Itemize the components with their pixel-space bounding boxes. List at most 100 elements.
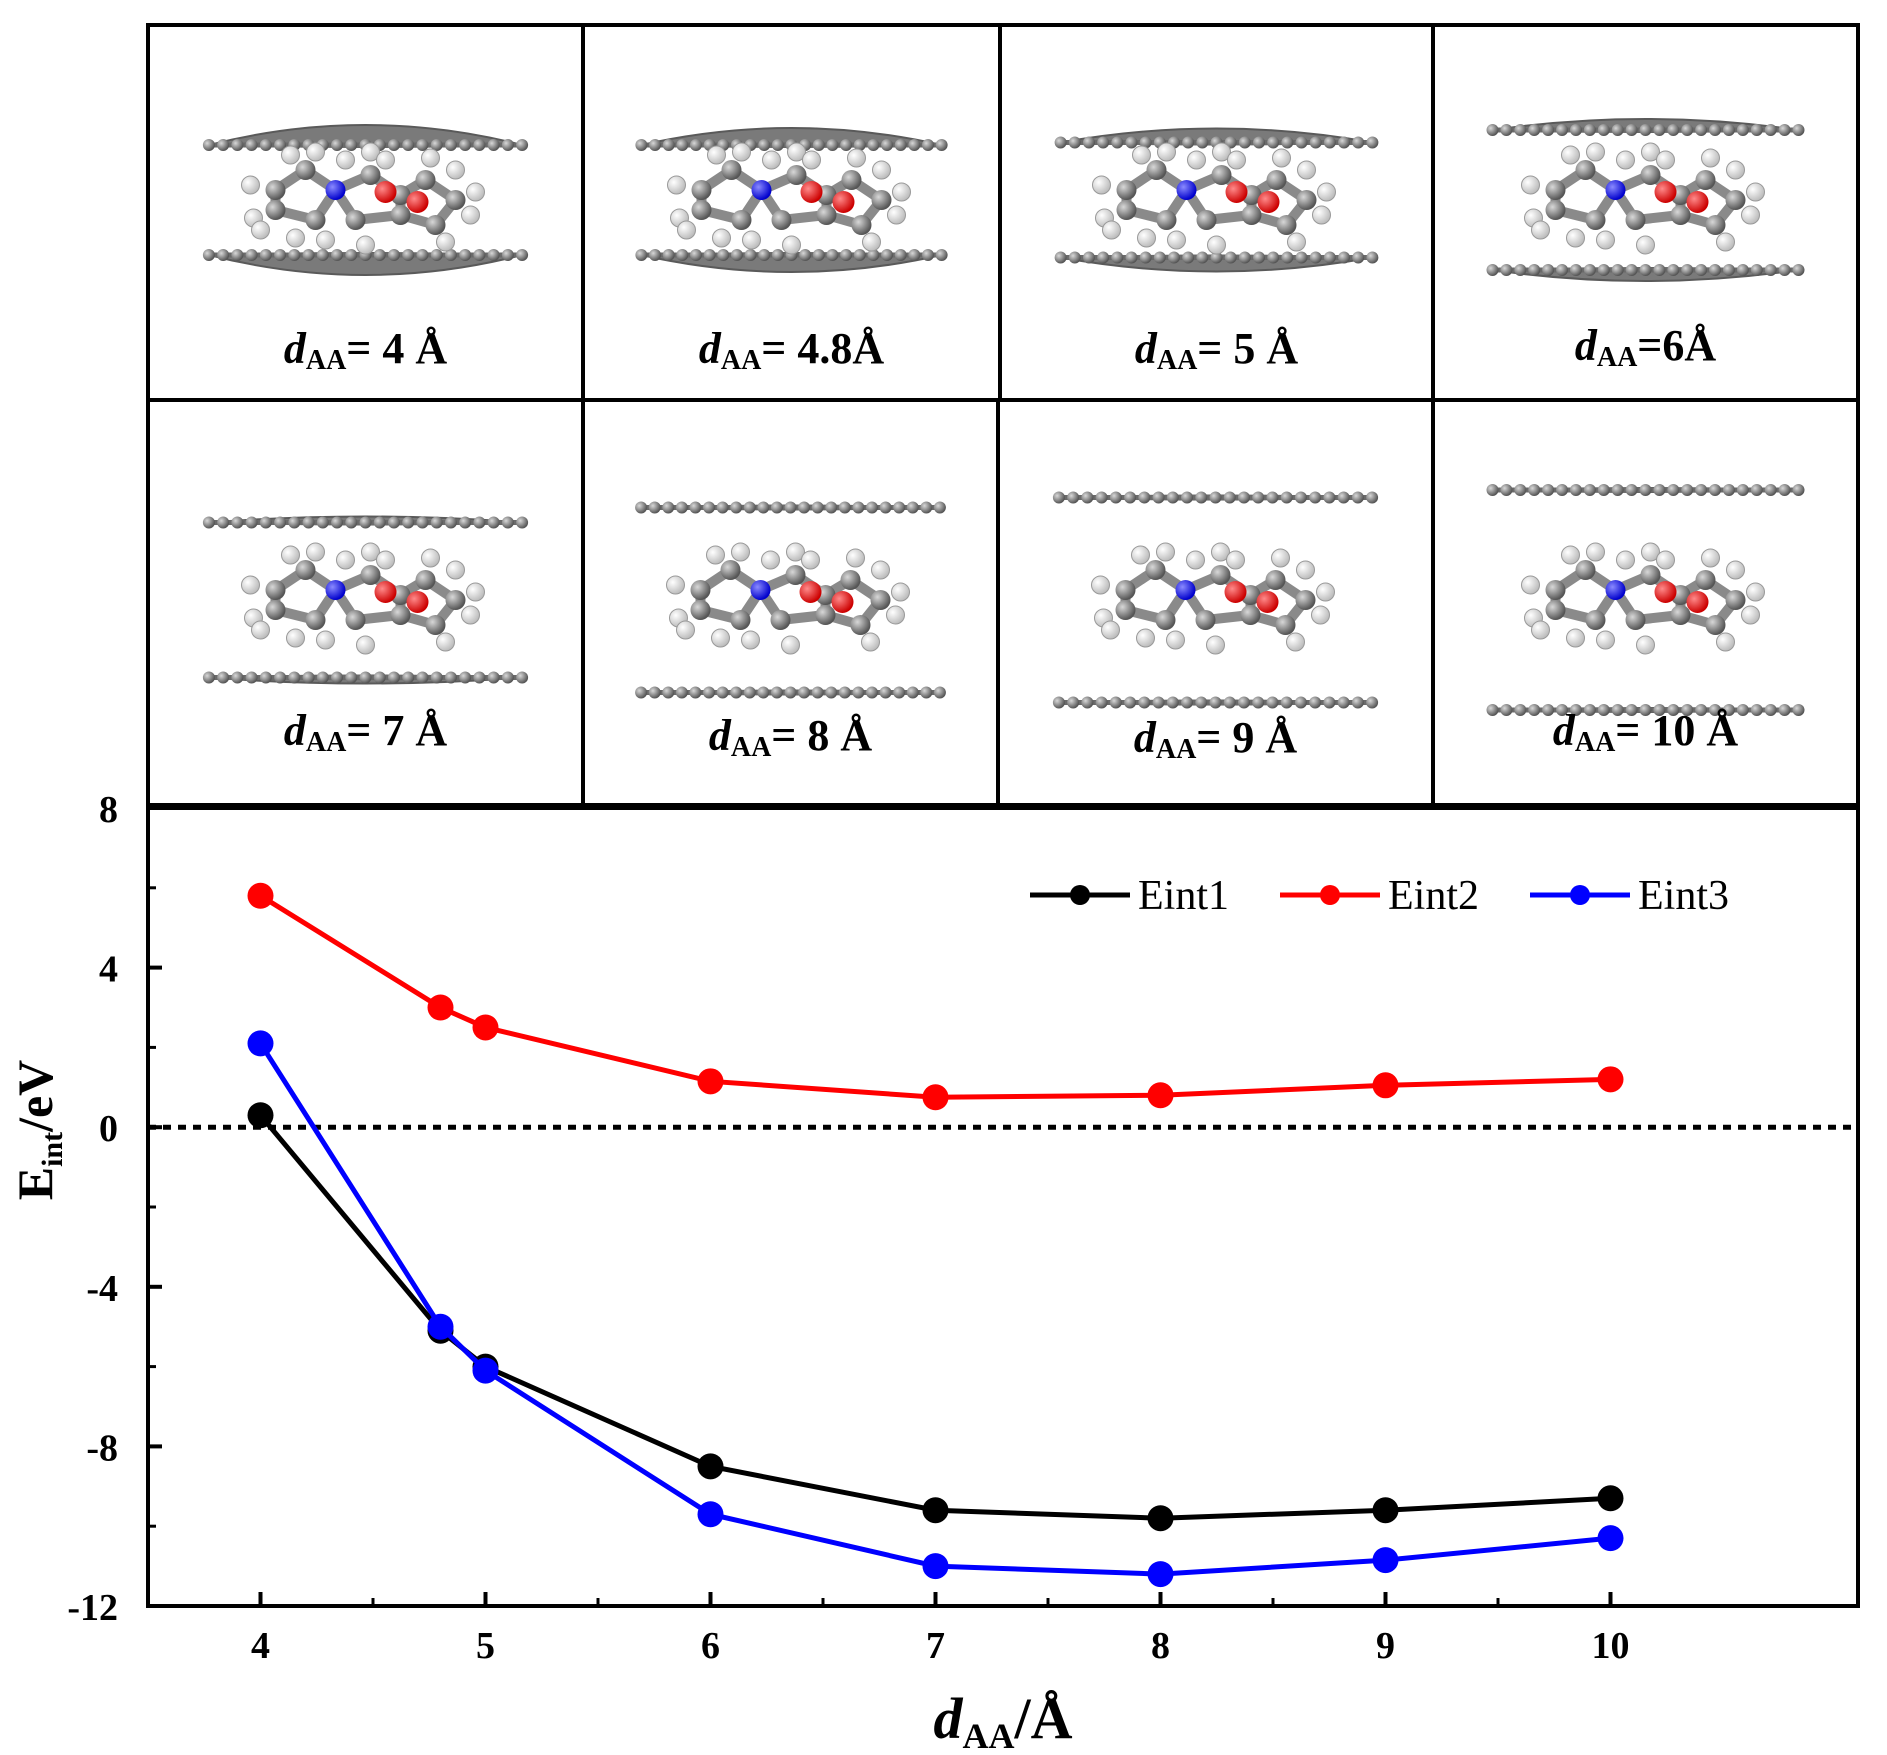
hydrogen-atom xyxy=(782,235,801,255)
carbon-atom xyxy=(373,249,386,261)
data-point xyxy=(697,1068,724,1095)
carbon-atom xyxy=(259,671,272,684)
carbon-atom xyxy=(894,139,907,151)
carbon-atom xyxy=(445,590,466,610)
data-point xyxy=(247,1030,274,1057)
carbon-atom xyxy=(516,249,529,261)
hydrogen-atom xyxy=(1531,220,1550,240)
structure-panel: dAA= 5 Å xyxy=(998,23,1435,402)
data-point xyxy=(922,1497,949,1524)
panel-label-value: =6Å xyxy=(1637,321,1716,370)
carbon-atom xyxy=(202,516,215,529)
panel-label: dAA= 9 Å xyxy=(1134,713,1298,765)
carbon-atom xyxy=(690,580,711,600)
hydrogen-atom xyxy=(251,220,270,240)
carbon-atom xyxy=(1670,205,1691,225)
hydrogen-atom xyxy=(1271,548,1290,568)
carbon-atom xyxy=(430,249,443,261)
oxygen-atom xyxy=(832,191,855,213)
carbon-atom xyxy=(1095,696,1108,709)
carbon-atom xyxy=(1253,251,1266,264)
carbon-atom xyxy=(305,210,326,230)
carbon-atom xyxy=(1725,190,1746,210)
carbon-atom xyxy=(1309,696,1322,709)
hydrogen-atom xyxy=(1701,548,1720,568)
nitrogen-atom xyxy=(1605,180,1626,200)
hydrogen-atom xyxy=(1616,550,1635,570)
carbon-atom xyxy=(245,671,258,684)
carbon-atom xyxy=(331,139,344,151)
carbon-atom xyxy=(870,590,891,610)
hydrogen-atom xyxy=(1167,230,1186,250)
carbon-atom xyxy=(812,139,825,151)
carbon-atom xyxy=(359,671,372,684)
hydrogen-atom xyxy=(1586,142,1605,162)
hydrogen-atom xyxy=(281,545,300,565)
data-point xyxy=(1147,1561,1174,1588)
carbon-atom xyxy=(1597,484,1610,496)
data-point xyxy=(1372,1547,1399,1574)
carbon-atom xyxy=(1309,251,1322,264)
carbon-atom xyxy=(217,516,230,529)
carbon-atom xyxy=(1625,264,1638,276)
carbon-atom xyxy=(202,139,215,151)
plot-frame xyxy=(146,806,1860,1608)
hydrogen-atom xyxy=(466,182,485,202)
carbon-atom xyxy=(259,516,272,529)
hydrogen-atom xyxy=(1136,628,1155,648)
carbon-atom xyxy=(316,249,329,261)
carbon-atom xyxy=(390,605,411,625)
carbon-atom xyxy=(811,686,824,699)
carbon-atom xyxy=(744,249,757,261)
carbon-atom xyxy=(1338,136,1351,149)
carbon-atom xyxy=(1575,560,1596,580)
carbon-atom xyxy=(784,501,797,514)
panel-label-var: d xyxy=(284,706,307,755)
hydrogen-atom xyxy=(1186,550,1205,570)
carbon-atom xyxy=(811,501,824,514)
hydrogen-atom xyxy=(1636,235,1655,255)
graphene-sheet xyxy=(635,249,948,273)
carbon-atom xyxy=(305,610,326,630)
carbon-atom xyxy=(1097,136,1110,149)
x-tick-label: 8 xyxy=(1151,1625,1170,1667)
carbon-atom xyxy=(1611,124,1624,136)
carbon-atom xyxy=(416,249,429,261)
carbon-atom xyxy=(690,600,711,620)
carbon-atom xyxy=(1709,264,1722,276)
carbon-atom xyxy=(1528,124,1541,136)
carbon-atom xyxy=(1068,136,1081,149)
carbon-atom xyxy=(730,249,743,261)
carbon-atom xyxy=(1266,491,1279,504)
carbon-atom xyxy=(799,249,812,261)
carbon-atom xyxy=(1124,696,1137,709)
carbon-atom xyxy=(295,560,316,580)
carbon-atom xyxy=(1778,264,1791,276)
carbon-atom xyxy=(851,215,872,235)
hydrogen-atom xyxy=(361,142,380,162)
carbon-atom xyxy=(1681,704,1694,716)
carbon-atom xyxy=(288,671,301,684)
carbon-atom xyxy=(473,249,486,261)
carbon-atom xyxy=(1052,491,1065,504)
carbon-atom xyxy=(1109,491,1122,504)
panel-label-var: d xyxy=(1135,324,1158,373)
graphene-sheet xyxy=(1052,491,1379,504)
carbon-atom xyxy=(473,139,486,151)
panel-label-value: = 5 Å xyxy=(1197,324,1298,373)
carbon-atom xyxy=(1054,251,1067,264)
carbon-atom xyxy=(259,249,272,261)
hydrogen-atom xyxy=(446,560,465,580)
carbon-atom xyxy=(1097,251,1110,264)
legend-item: Eint1 xyxy=(1030,873,1229,919)
carbon-atom xyxy=(331,516,344,529)
carbon-atom xyxy=(416,671,429,684)
carbon-atom xyxy=(1597,704,1610,716)
panel-label-value: = 8 Å xyxy=(771,711,872,760)
data-point xyxy=(247,1102,274,1129)
hydrogen-atom xyxy=(316,630,335,650)
carbon-atom xyxy=(921,249,934,261)
nitrogen-atom xyxy=(750,580,771,600)
carbon-atom xyxy=(360,565,381,585)
carbon-atom xyxy=(1695,124,1708,136)
